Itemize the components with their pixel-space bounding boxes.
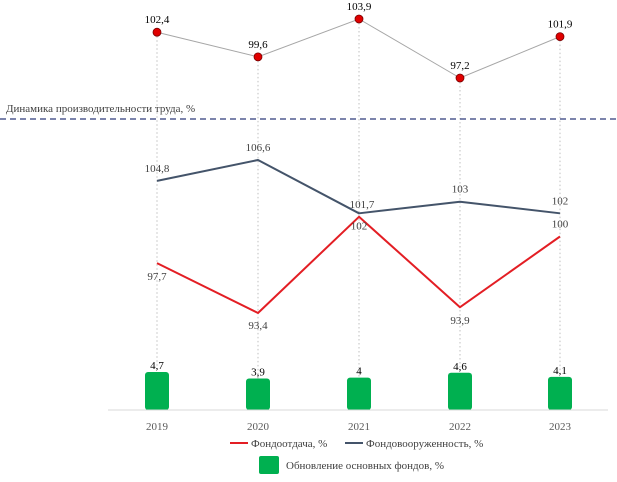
x-tick-label-2023: 2023 [549,421,572,433]
series-1-label-2020: 106,6 [246,142,271,154]
renewal-bar-2020 [246,378,270,410]
x-axis: 2019 2020 2021 2022 2023 [108,409,608,433]
productivity-subtitle: Динамика производительности труда, % [6,103,195,115]
renewal-label-2022: 4,6 [453,361,467,373]
productivity-point-2020 [253,52,263,62]
productivity-point-2019 [152,27,162,37]
productivity-point-2023 [555,32,565,42]
series-0-label-2022: 93,9 [450,315,470,327]
series-1-label-2023: 102 [552,195,569,207]
renewal-bar-2023 [548,376,572,410]
series-0-label-2021: 101,7 [350,199,375,211]
x-tick-label-2021: 2021 [348,421,370,433]
series-1-label-2019: 104,8 [145,163,170,175]
renewal-label-2021: 4 [356,366,362,378]
legend-label-bars: Обновление основных фондов, % [286,460,444,472]
productivity-label-2022: 97,2 [450,60,469,72]
productivity-label-2020: 99,6 [248,39,268,51]
legend: Фондоотдача, % Фондовооруженность, % Обнов… [230,438,483,474]
productivity-point-2021 [354,14,364,24]
productivity-label-2023: 101,9 [548,19,573,31]
legend-label-0: Фондоотдача, % [251,438,327,450]
series-0-label-2023: 100 [552,219,569,231]
x-tick-label-2020: 2020 [247,421,270,433]
x-tick-label-2022: 2022 [449,421,471,433]
productivity-label-2021: 103,9 [347,1,372,13]
guide-lines [156,19,561,410]
legend-swatch-bars [259,456,279,474]
series-line-1 [156,159,561,215]
series-1-label-2021: 102 [351,220,368,232]
renewal-bar-2019 [145,372,169,410]
renewal-bar-2021 [347,377,371,410]
productivity-label-2019: 102,4 [145,14,170,26]
renewal-label-2020: 3,9 [251,366,265,378]
renewal-bar-2022 [448,372,472,410]
x-tick-label-2019: 2019 [146,421,169,433]
renewal-label-2023: 4,1 [553,365,567,377]
legend-label-1: Фондовооруженность, % [366,438,483,450]
series-0-label-2019: 97,7 [147,271,167,283]
renewal-bars: 4,7 3,9 4 4,6 4,1 [145,360,572,410]
productivity-series: 102,4 99,6 103,9 97,2 101,9 [145,1,573,83]
series-1-label-2022: 103 [452,184,469,196]
series-0-label-2020: 93,4 [248,320,268,332]
lines: 97,7 93,4 101,7 93,9 100 104,8 106,6 102 103 102 [145,142,569,332]
productivity-point-2022 [455,73,465,83]
renewal-label-2019: 4,7 [150,360,164,372]
series-line-0 [156,215,561,314]
